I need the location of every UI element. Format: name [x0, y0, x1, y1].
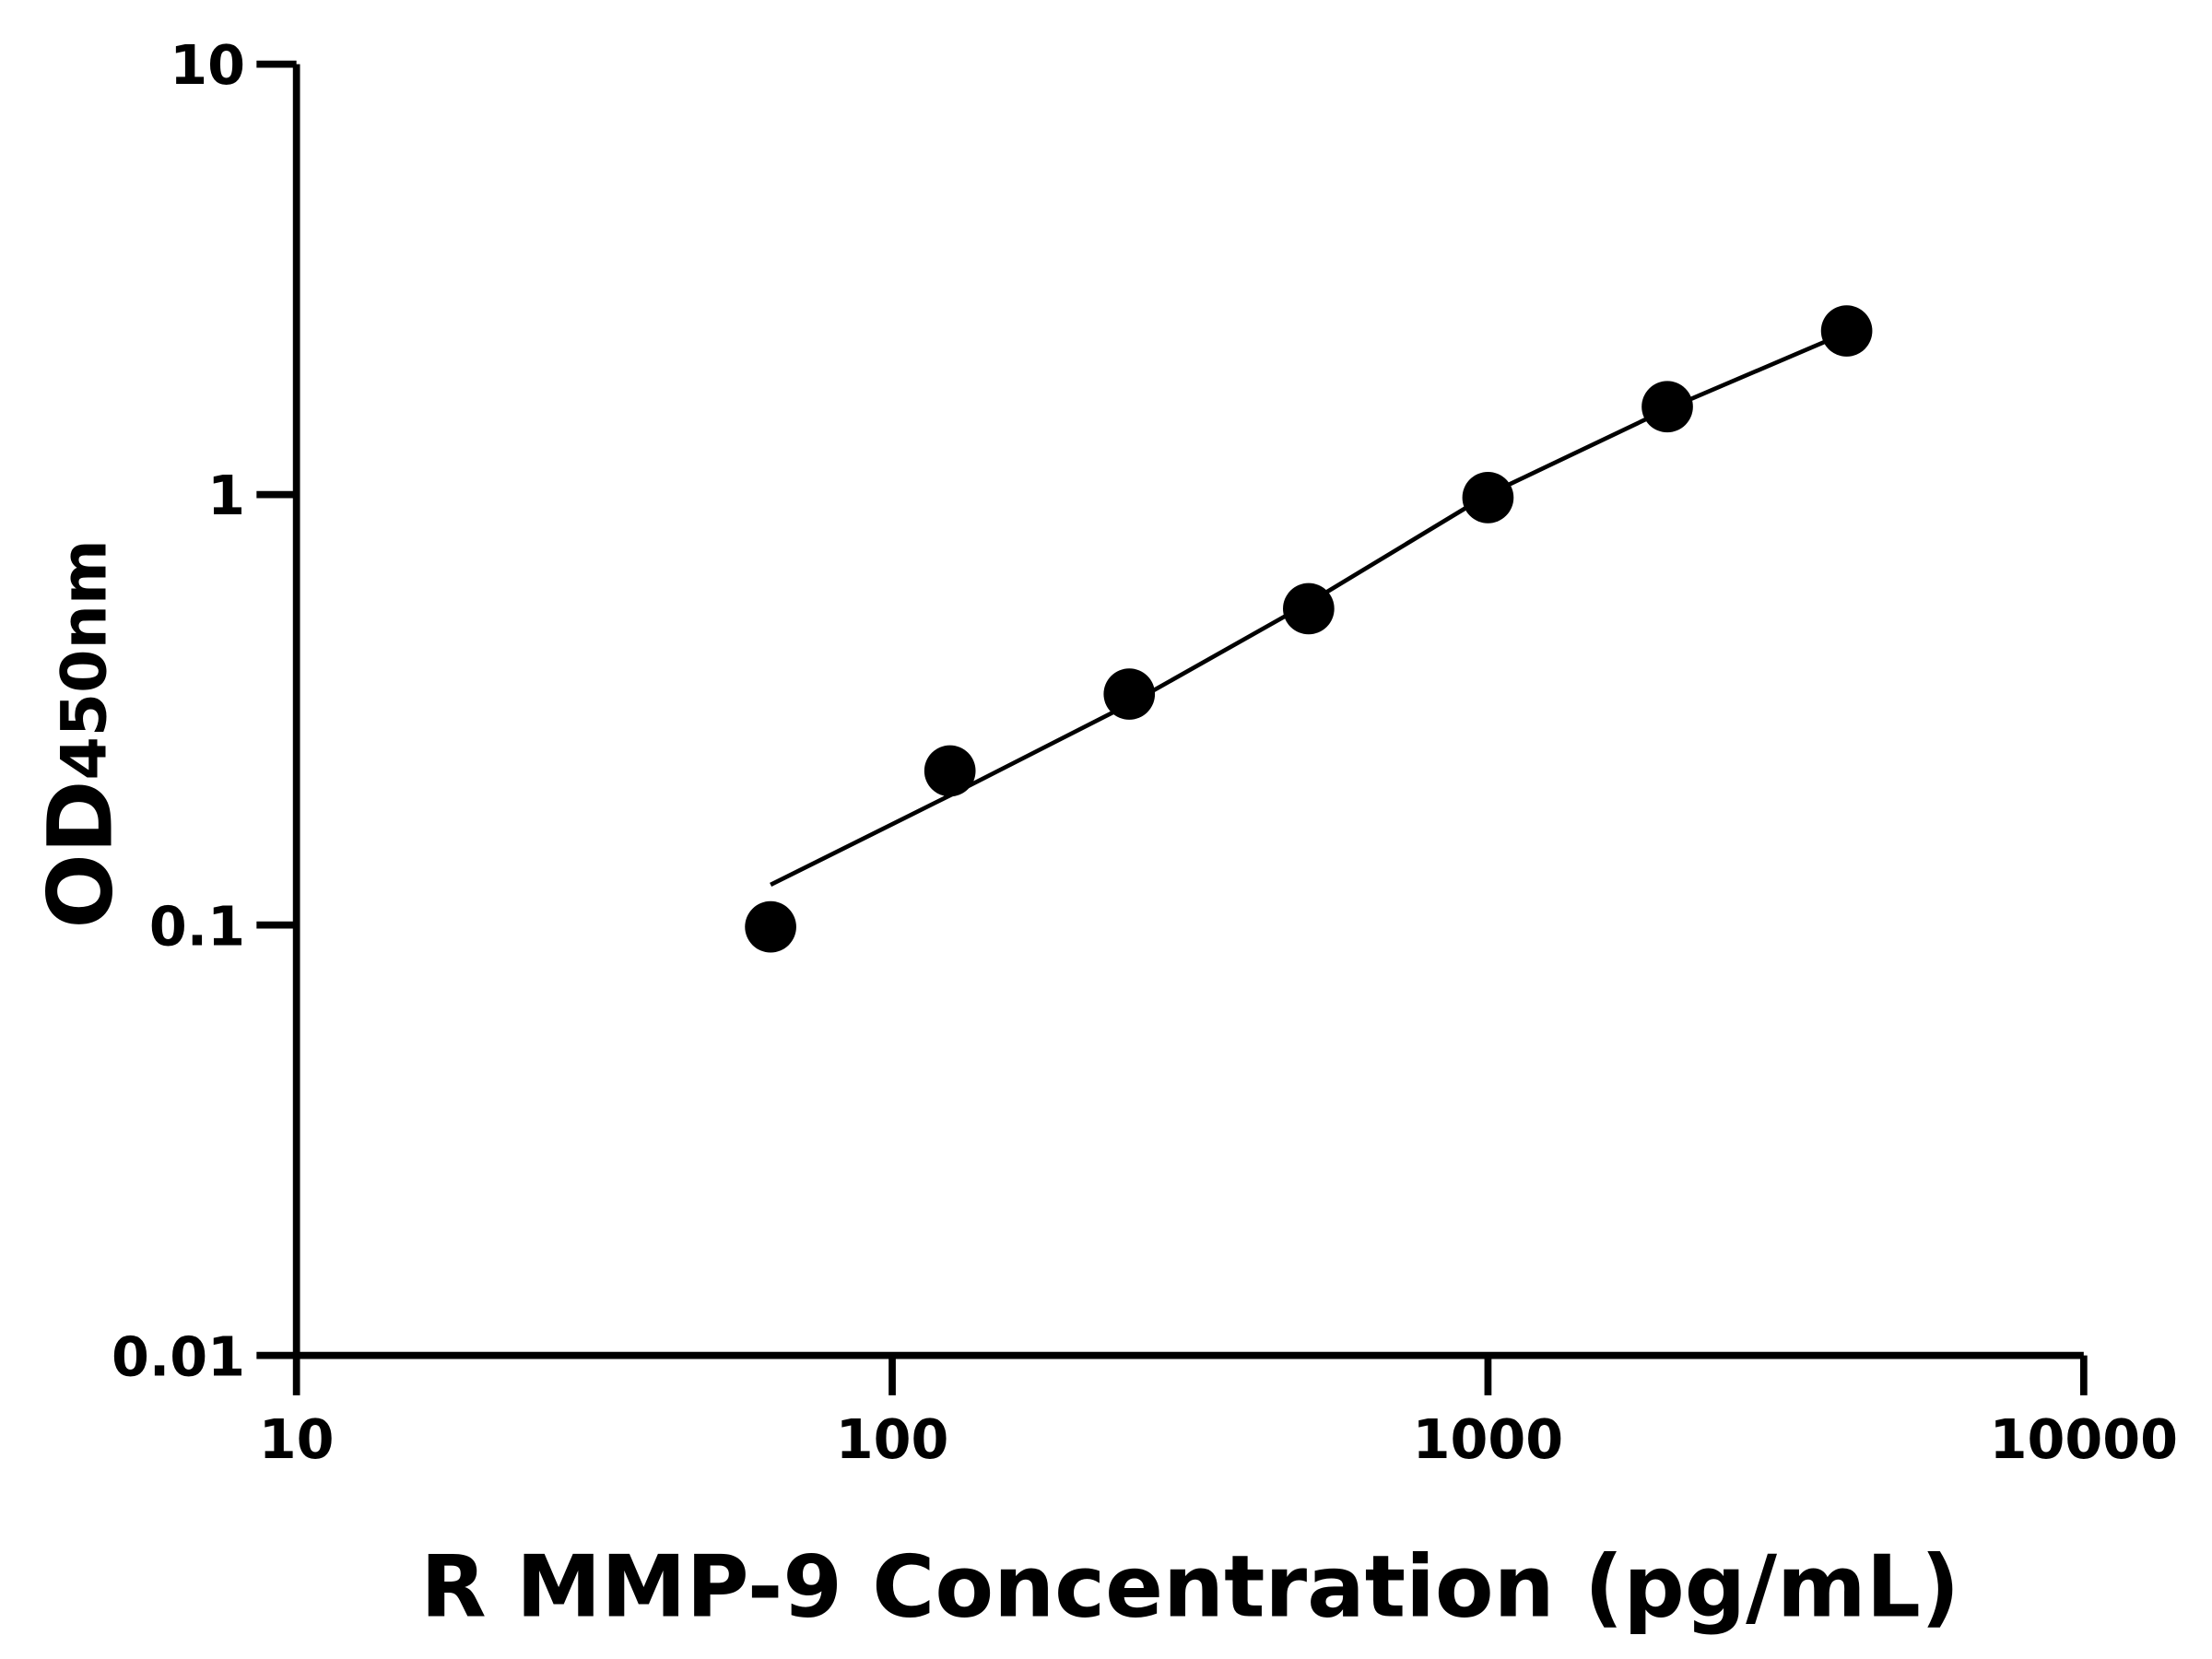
- y-tick-label: 0.1: [149, 894, 245, 958]
- data-point: [1820, 305, 1873, 357]
- x-tick-label: 10: [259, 1407, 335, 1471]
- data-point: [1283, 582, 1335, 635]
- data-point: [1103, 668, 1156, 720]
- y-axis-label: OD450nm: [29, 539, 133, 928]
- y-tick-label: 0.01: [112, 1324, 245, 1388]
- y-tick-label: 10: [170, 33, 245, 97]
- data-point: [1641, 381, 1693, 433]
- x-tick-label: 100: [836, 1407, 949, 1471]
- x-tick-label: 1000: [1413, 1407, 1564, 1471]
- y-axis-label-sub: 450nm: [48, 539, 121, 780]
- y-axis-label-main: OD: [29, 781, 133, 929]
- y-tick-label: 1: [207, 464, 245, 527]
- data-point: [745, 900, 796, 953]
- x-axis-label: R MMP-9 Concentration (pg/mL): [420, 1537, 1959, 1637]
- data-point: [1462, 472, 1514, 524]
- data-point: [924, 745, 976, 797]
- x-tick-label: 10000: [1990, 1407, 2178, 1471]
